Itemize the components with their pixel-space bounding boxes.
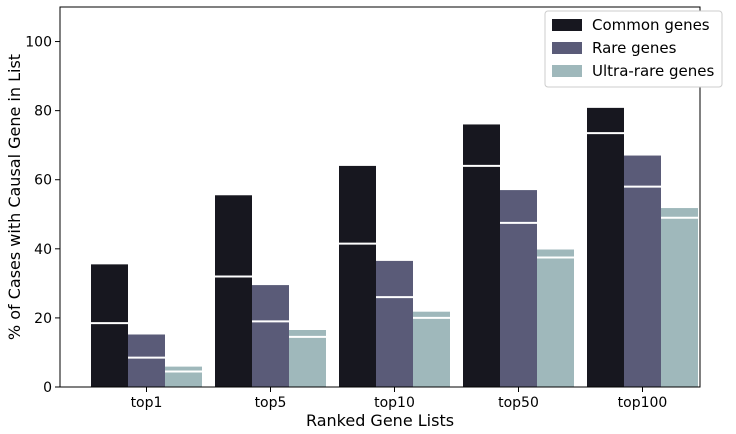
- x-tick-label: top50: [498, 395, 539, 411]
- x-axis-label: Ranked Gene Lists: [306, 411, 454, 430]
- bar-top50-ultra-rare-genes: [537, 249, 574, 387]
- bar-top50-rare-genes: [500, 190, 537, 387]
- y-tick-label: 80: [34, 104, 52, 120]
- legend-label: Ultra-rare genes: [592, 62, 714, 80]
- x-axis: top1 top5 top10 top50 top100: [131, 387, 668, 411]
- bar-top5-rare-genes: [252, 285, 289, 387]
- bar-top1-rare-genes: [128, 334, 165, 387]
- bar-top5-ultra-rare-genes: [289, 330, 326, 387]
- bars-group: [91, 107, 698, 388]
- x-tick-label: top100: [618, 395, 668, 411]
- legend-swatch: [552, 19, 582, 31]
- bar-markers-group: [91, 132, 698, 373]
- bar-top1-ultra-rare-genes: [165, 366, 202, 387]
- bar-top50-common-genes: [463, 124, 500, 388]
- x-tick-label: top5: [255, 395, 287, 411]
- y-tick-label: 20: [34, 311, 52, 327]
- y-tick-label: 0: [43, 380, 52, 396]
- legend-label: Rare genes: [592, 39, 677, 57]
- bar-top100-ultra-rare-genes: [661, 208, 698, 387]
- y-tick-label: 100: [25, 35, 52, 51]
- legend-swatch: [552, 65, 582, 77]
- plot-frame: [59, 6, 701, 388]
- y-tick-label: 60: [34, 173, 52, 189]
- legend: Common genes Rare genes Ultra-rare genes: [544, 10, 723, 88]
- y-axis: 0 20 40 60 80 100: [25, 35, 60, 396]
- x-tick-label: top10: [374, 395, 415, 411]
- bar-top10-common-genes: [339, 165, 376, 387]
- legend-box: [544, 10, 723, 88]
- bar-top5-common-genes: [215, 195, 252, 387]
- bar-top1-common-genes: [91, 264, 128, 387]
- bar-top100-rare-genes: [624, 155, 661, 387]
- bar-top100-common-genes: [587, 107, 624, 387]
- x-tick-label: top1: [131, 395, 163, 411]
- bar-top10-rare-genes: [376, 260, 413, 387]
- legend-swatch: [552, 42, 582, 54]
- bar-top10-ultra-rare-genes: [413, 311, 450, 387]
- y-tick-label: 40: [34, 242, 52, 258]
- y-axis-label: % of Cases with Causal Gene in List: [5, 54, 24, 340]
- legend-label: Common genes: [592, 16, 710, 34]
